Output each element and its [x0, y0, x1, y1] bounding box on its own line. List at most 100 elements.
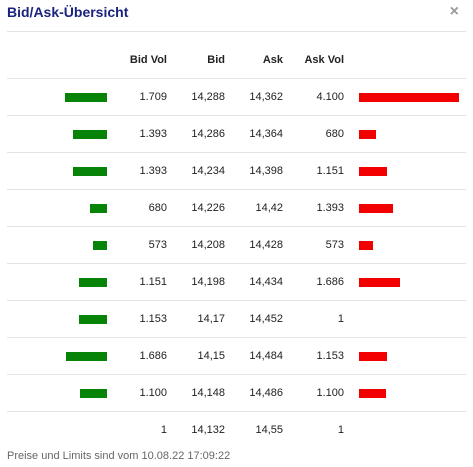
bid-volume-bar-cell [7, 337, 107, 375]
title-divider [7, 31, 466, 32]
bid-volume-bar-cell [7, 115, 107, 153]
bid-price-cell: 14,226 [167, 189, 225, 227]
ask-volume-bar [359, 277, 400, 287]
ask-volume-bar-cell [344, 226, 466, 264]
ask-vol-cell: 1.151 [283, 152, 344, 190]
ask-vol-cell: 680 [283, 115, 344, 153]
ask-vol-cell: 1.153 [283, 337, 344, 375]
ask-volume-bar-cell [344, 115, 466, 153]
bid-volume-bar-cell [7, 263, 107, 301]
ask-vol-cell: 1.393 [283, 189, 344, 227]
bid-vol-cell: 680 [107, 189, 167, 227]
table-row: 1.393 14,286 14,364 680 [7, 115, 466, 153]
close-icon[interactable]: × [449, 3, 459, 20]
table-row: 1.100 14,148 14,486 1.100 [7, 374, 466, 412]
header-bid-bar [7, 41, 107, 79]
ask-volume-bar-cell [344, 78, 466, 116]
ask-volume-bar-cell [344, 412, 466, 449]
bid-price-cell: 14,132 [191, 424, 225, 436]
ask-vol-cell: 1.100 [283, 374, 344, 412]
ask-volume-bar [359, 388, 386, 398]
ask-price-cell: 14,42 [225, 189, 283, 227]
bid-volume-bar [90, 203, 107, 213]
bid-vol-cell: 1.709 [107, 78, 167, 116]
table-row: 1.393 14,234 14,398 1.151 [7, 152, 466, 190]
bid-vol-cell: 1.151 [107, 263, 167, 301]
table-row: 1 14,132 14,55 1 [7, 412, 466, 449]
ask-volume-bar [359, 240, 373, 250]
header-bid: Bid [167, 41, 225, 79]
table-row: 1.709 14,288 14,362 4.100 [7, 78, 466, 116]
bid-volume-bar-cell [7, 226, 107, 264]
bid-vol-cell: 1.100 [107, 374, 167, 412]
table-row: 573 14,208 14,428 573 [7, 226, 466, 264]
bid-volume-bar [73, 166, 107, 176]
bid-price-cell: 14,208 [167, 226, 225, 264]
ask-volume-bar-cell [344, 189, 466, 227]
ask-volume-bar-cell [344, 300, 466, 338]
bid-vol-cell: 573 [107, 226, 167, 264]
bid-volume-bar [73, 129, 107, 139]
bid-price-cell: 14,286 [167, 115, 225, 153]
bid-volume-bar [79, 277, 107, 287]
ask-vol-cell: 573 [283, 226, 344, 264]
ask-volume-bar [359, 351, 387, 361]
bid-price-cell: 14,198 [167, 263, 225, 301]
ask-price-cell: 14,364 [225, 115, 283, 153]
ask-vol-cell: 1.686 [283, 263, 344, 301]
table-body: 1.709 14,288 14,362 4.100 1.393 14,286 14,364 6… [7, 78, 466, 449]
ask-vol-cell: 1 [283, 300, 344, 338]
table-row: 1.151 14,198 14,434 1.686 [7, 263, 466, 301]
ask-price-cell: 14,484 [225, 337, 283, 375]
bid-vol-cell: 1 [160, 424, 167, 436]
ask-price-cell: 14,55 [255, 424, 283, 436]
timestamp-note: Preise und Limits sind vom 10.08.22 17:0… [7, 450, 231, 462]
ask-price-cell: 14,486 [225, 374, 283, 412]
ask-volume-bar [359, 166, 387, 176]
bid-volume-bar-cell [7, 412, 107, 449]
bid-vol-cell: 1.686 [107, 337, 167, 375]
ask-volume-bar [359, 129, 376, 139]
bid-vol-cell: 1.153 [107, 300, 167, 338]
ask-volume-bar [359, 92, 459, 102]
header-ask-vol: Ask Vol [283, 41, 344, 79]
ask-price-cell: 14,398 [225, 152, 283, 190]
ask-price-cell: 14,452 [225, 300, 283, 338]
bid-price-cell: 14,148 [167, 374, 225, 412]
bid-vol-cell: 1.393 [107, 152, 167, 190]
bid-volume-bar [66, 351, 107, 361]
header-ask: Ask [225, 41, 283, 79]
ask-volume-bar [359, 203, 393, 213]
bid-volume-bar-cell [7, 152, 107, 190]
table-row: 1.153 14,17 14,452 1 [7, 300, 466, 338]
header-ask-bar [344, 41, 466, 79]
bid-price-cell: 14,234 [167, 152, 225, 190]
ask-volume-bar-cell [344, 152, 466, 190]
bid-volume-bar [79, 314, 107, 324]
ask-vol-cell: 4.100 [283, 78, 344, 116]
ask-volume-bar-cell [344, 337, 466, 375]
bid-volume-bar-cell [7, 78, 107, 116]
ask-vol-cell: 1 [337, 424, 344, 436]
ask-price-cell: 14,428 [225, 226, 283, 264]
bid-price-cell: 14,17 [167, 300, 225, 338]
ask-price-cell: 14,362 [225, 78, 283, 116]
bid-price-cell: 14,288 [167, 78, 225, 116]
bid-ask-table: Bid Vol Bid Ask Ask Vol 1.709 14,288 14,36… [7, 41, 466, 448]
bid-price-cell: 14,15 [167, 337, 225, 375]
dialog-title: Bid/Ask-Übersicht [7, 4, 129, 20]
bid-volume-bar-cell [7, 374, 107, 412]
bid-volume-bar [80, 388, 107, 398]
bid-volume-bar-cell [7, 189, 107, 227]
table-row: 1.686 14,15 14,484 1.153 [7, 337, 466, 375]
table-row: 680 14,226 14,42 1.393 [7, 189, 466, 227]
ask-volume-bar-cell [344, 374, 466, 412]
header-bid-vol: Bid Vol [107, 41, 167, 79]
bid-vol-cell: 1.393 [107, 115, 167, 153]
ask-price-cell: 14,434 [225, 263, 283, 301]
bid-volume-bar [93, 240, 107, 250]
bid-volume-bar [65, 92, 107, 102]
ask-volume-bar-cell [344, 263, 466, 301]
table-header-row: Bid Vol Bid Ask Ask Vol [7, 41, 466, 79]
